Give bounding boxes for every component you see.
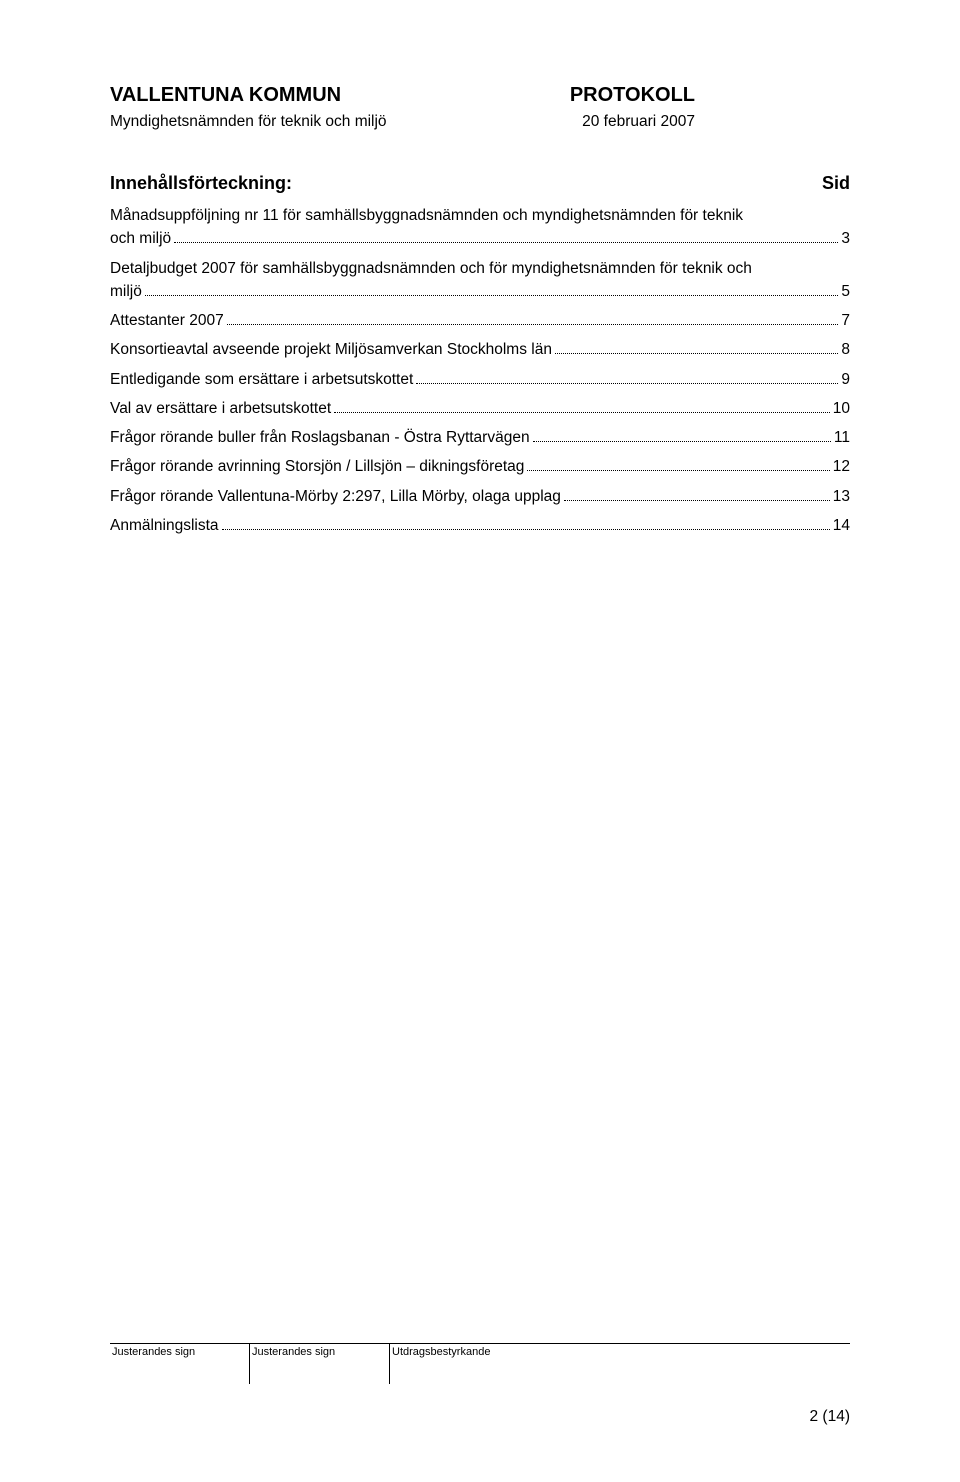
toc-entry-text: Konsortieavtal avseende projekt Miljösam… — [110, 338, 552, 361]
footer-table: Justerandes sign Justerandes sign Utdrag… — [110, 1343, 850, 1384]
footer-sign-1: Justerandes sign — [110, 1344, 250, 1384]
toc-entry: Frågor rörande avrinning Storsjön / Lill… — [110, 455, 850, 478]
toc-leader-dots — [564, 500, 830, 501]
toc-entry-text: Attestanter 2007 — [110, 309, 224, 332]
toc-leader-dots — [416, 383, 838, 384]
toc-leader-dots — [222, 529, 830, 530]
toc-leader-dots — [533, 441, 831, 442]
toc-sid-label: Sid — [822, 173, 850, 194]
footer-sign-2: Justerandes sign — [250, 1344, 390, 1384]
toc-leader-dots — [227, 324, 839, 325]
toc-entry-text: och miljö — [110, 227, 171, 250]
toc-leader-dots — [145, 295, 839, 296]
toc-entry-page: 5 — [841, 280, 850, 303]
toc-entry-text: Val av ersättare i arbetsutskottet — [110, 397, 331, 420]
toc-leader-dots — [527, 470, 829, 471]
toc-leader-dots — [174, 242, 838, 243]
toc-leader-dots — [555, 353, 838, 354]
committee-name: Myndighetsnämnden för teknik och miljö — [110, 113, 387, 131]
org-name: VALLENTUNA KOMMUN — [110, 84, 341, 107]
toc-title-row: Innehållsförteckning: Sid — [110, 173, 850, 194]
toc-entry: Frågor rörande buller från Roslagsbanan … — [110, 426, 850, 449]
toc-entry: Detaljbudget 2007 för samhällsbyggnadsnä… — [110, 257, 850, 304]
doc-date: 20 februari 2007 — [582, 113, 695, 131]
toc-entry: Val av ersättare i arbetsutskottet 10 — [110, 397, 850, 420]
toc-entry-page: 7 — [841, 309, 850, 332]
toc-entry-text: Anmälningslista — [110, 514, 219, 537]
toc-entry-text: Frågor rörande buller från Roslagsbanan … — [110, 426, 530, 449]
toc-entry-text: Frågor rörande avrinning Storsjön / Lill… — [110, 455, 524, 478]
footer-cert: Utdragsbestyrkande — [390, 1344, 850, 1384]
toc-entry-page: 12 — [833, 455, 850, 478]
toc-entry: Attestanter 2007 7 — [110, 309, 850, 332]
toc-entry: Entledigande som ersättare i arbetsutsko… — [110, 368, 850, 391]
page-number: 2 (14) — [810, 1408, 851, 1426]
header-row: VALLENTUNA KOMMUN PROTOKOLL — [110, 84, 850, 107]
toc-entry: Anmälningslista 14 — [110, 514, 850, 537]
subheader-row: Myndighetsnämnden för teknik och miljö 2… — [110, 113, 850, 131]
toc-entry: Månadsuppföljning nr 11 för samhällsbygg… — [110, 204, 850, 251]
toc-entry-text: Månadsuppföljning nr 11 för samhällsbygg… — [110, 204, 850, 227]
toc-entry: Frågor rörande Vallentuna-Mörby 2:297, L… — [110, 485, 850, 508]
footer: Justerandes sign Justerandes sign Utdrag… — [110, 1343, 850, 1384]
toc-entry-text: Entledigande som ersättare i arbetsutsko… — [110, 368, 413, 391]
toc-entry-page: 13 — [833, 485, 850, 508]
toc-entry-page: 14 — [833, 514, 850, 537]
toc-entry-text: Detaljbudget 2007 för samhällsbyggnadsnä… — [110, 257, 850, 280]
doc-type: PROTOKOLL — [570, 84, 695, 107]
toc-entry-page: 11 — [834, 426, 850, 449]
toc-entry-page: 8 — [841, 338, 850, 361]
toc-entry-text: Frågor rörande Vallentuna-Mörby 2:297, L… — [110, 485, 561, 508]
toc-leader-dots — [334, 412, 830, 413]
toc-entry-page: 3 — [841, 227, 850, 250]
toc-list: Månadsuppföljning nr 11 för samhällsbygg… — [110, 204, 850, 537]
toc-entry-page: 10 — [833, 397, 850, 420]
toc-title: Innehållsförteckning: — [110, 173, 292, 194]
toc-entry: Konsortieavtal avseende projekt Miljösam… — [110, 338, 850, 361]
toc-entry-page: 9 — [841, 368, 850, 391]
toc-entry-text: miljö — [110, 280, 142, 303]
